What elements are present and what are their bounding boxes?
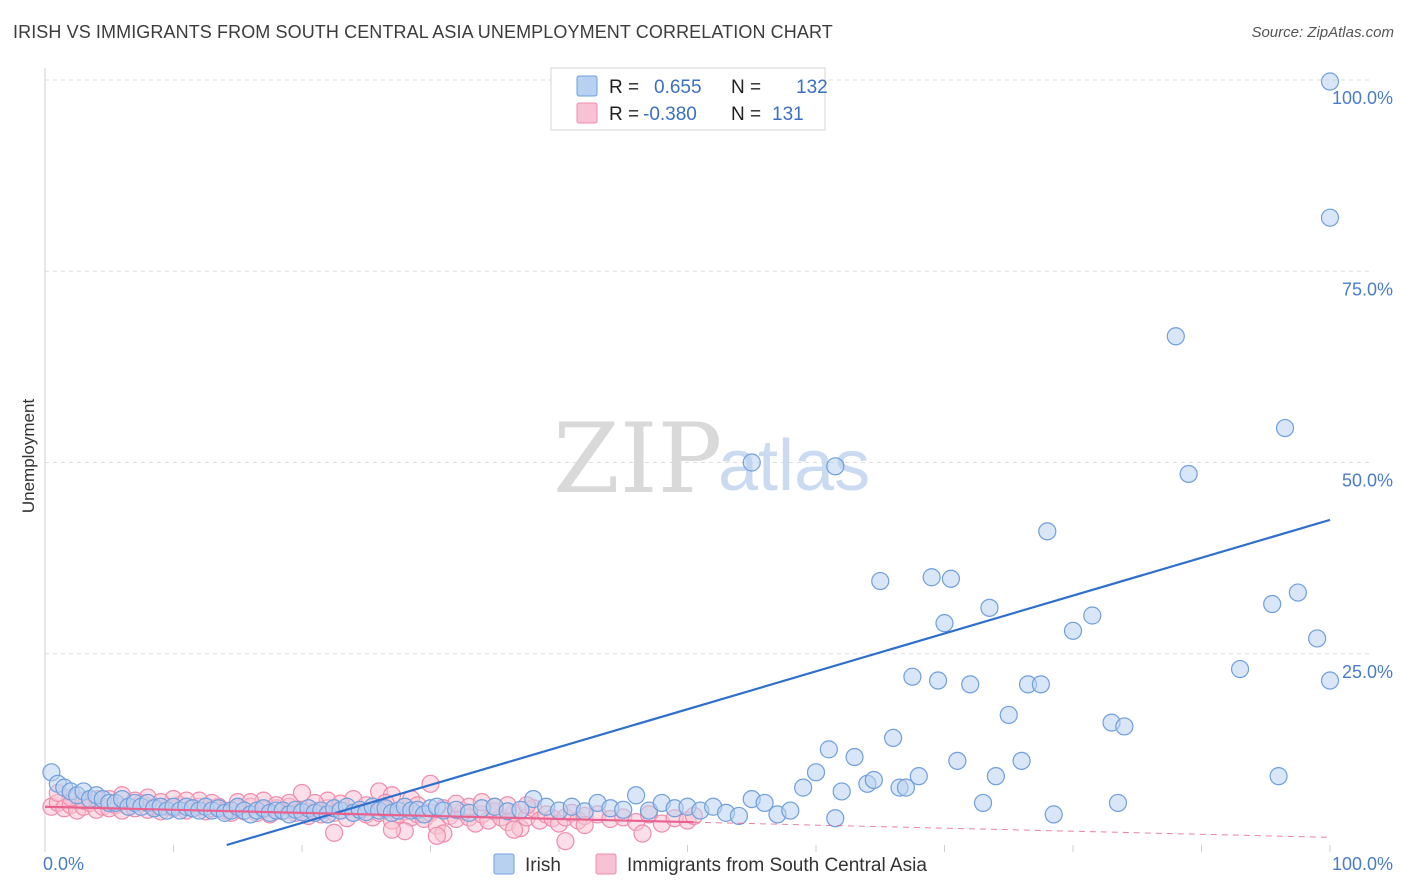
bottom-legend-immigrants: Immigrants from South Central Asia	[627, 855, 927, 876]
immigrants-trend-line	[44, 805, 694, 824]
irish-point-124	[1179, 464, 1198, 484]
legend-r-label-irish: R =	[609, 77, 639, 98]
immigrants-point-134	[633, 824, 652, 843]
y-axis-label: Unemployment	[19, 399, 38, 514]
irish-point-117	[1044, 805, 1063, 824]
irish-point-98	[883, 728, 903, 748]
immigrants-point-98	[421, 774, 440, 793]
irish-point-110	[980, 598, 999, 617]
irish-point-133	[1320, 72, 1340, 91]
irish-point-92	[826, 809, 845, 828]
legend-r-value-irish: 0.655	[654, 77, 702, 98]
legend-top: R = 0.655 N = 132 R = -0.380 N = 131	[550, 67, 828, 131]
bottom-legend-swatch-immigrants	[595, 853, 617, 875]
irish-point-113	[1012, 751, 1031, 770]
irish-point-96	[864, 770, 883, 790]
irish-point-105	[935, 614, 954, 633]
irish-point-135	[742, 453, 761, 472]
irish-point-89	[794, 778, 813, 797]
irish-point-121	[1108, 793, 1128, 813]
legend-swatch-immigrants	[576, 102, 598, 124]
irish-point-128	[1275, 418, 1295, 438]
bottom-legend-swatch-irish	[493, 853, 515, 875]
irish-point-112	[999, 705, 1018, 725]
y-tick-label-1: 50.0%	[1342, 471, 1393, 491]
immigrants-point-93	[292, 783, 312, 803]
y-tick-label-3: 100.0%	[1332, 88, 1393, 108]
irish-point-130	[1308, 629, 1327, 648]
immigrants-point-135	[504, 820, 524, 839]
irish-point-119	[1083, 606, 1102, 625]
irish-point-123	[1166, 327, 1185, 346]
immigrants-point-133	[556, 832, 575, 851]
irish-point-101	[903, 667, 922, 686]
legend-n-label-irish: N =	[731, 77, 761, 98]
irish-point-106	[941, 569, 961, 588]
irish-point-76	[626, 786, 646, 805]
irish-point-90	[806, 763, 826, 782]
bottom-legend-irish: Irish	[525, 855, 561, 876]
irish-point-102	[909, 767, 928, 786]
irish-point-103	[922, 568, 941, 587]
irish-trend-line	[226, 518, 1331, 847]
immigrants-point-130	[325, 823, 344, 842]
irish-point-118	[1063, 621, 1083, 640]
irish-point-116	[1038, 522, 1057, 541]
irish-point-108	[961, 675, 980, 694]
irish-point-88	[781, 801, 800, 820]
trend-lines	[44, 518, 1331, 847]
legend-n-value-irish: 132	[796, 77, 828, 98]
x-tick-label-1: 100.0%	[1332, 854, 1393, 874]
irish-point-126	[1263, 594, 1282, 614]
irish-point-132	[1320, 671, 1340, 690]
legend-n-value-immigrants: 131	[772, 104, 804, 125]
irish-point-127	[1269, 767, 1288, 786]
tick-labels: 25.0% 50.0% 75.0% 100.0% 0.0% 100.0%	[43, 88, 1393, 874]
irish-point-104	[928, 671, 948, 690]
irish-point-100	[896, 778, 916, 797]
irish-point-134	[826, 457, 845, 476]
grid-lines	[45, 79, 1370, 655]
legend-bottom: Irish Immigrants from South Central Asia	[493, 853, 927, 876]
irish-point-75	[614, 800, 633, 819]
chart-source: Source: ZipAtlas.com	[1251, 24, 1394, 41]
irish-point-131	[1320, 208, 1340, 227]
y-tick-label-0: 25.0%	[1342, 662, 1393, 682]
irish-point-109	[973, 793, 993, 813]
irish-point-115	[1031, 675, 1050, 694]
legend-swatch-irish	[576, 75, 598, 97]
irish-point-86	[755, 793, 774, 813]
axes	[44, 68, 1331, 852]
watermark: ZIP atlas	[553, 403, 870, 515]
y-tick-label-2: 75.0%	[1342, 279, 1393, 299]
legend-r-label-immigrants: R =	[609, 104, 639, 125]
irish-point-84	[729, 806, 749, 826]
irish-point-94	[845, 747, 864, 767]
irish-point-97	[871, 571, 890, 591]
irish-point-111	[986, 767, 1006, 786]
immigrants-point-136	[382, 820, 402, 839]
legend-r-value-immigrants: -0.380	[643, 104, 697, 125]
irish-point-107	[948, 751, 967, 770]
irish-point-93	[832, 782, 851, 801]
irish-point-125	[1230, 659, 1250, 679]
chart-title: IRISH VS IMMIGRANTS FROM SOUTH CENTRAL A…	[13, 22, 833, 42]
immigrants-trend-line-extension	[693, 821, 1331, 838]
irish-point-91	[819, 740, 838, 759]
watermark-atlas: atlas	[718, 426, 870, 506]
immigrants-point-132	[427, 826, 447, 845]
x-tick-label-0: 0.0%	[43, 854, 84, 874]
irish-points	[42, 72, 1340, 828]
irish-point-122	[1115, 717, 1134, 736]
watermark-zip: ZIP	[553, 403, 722, 515]
irish-point-129	[1288, 583, 1307, 602]
legend-n-label-immigrants: N =	[731, 104, 761, 125]
